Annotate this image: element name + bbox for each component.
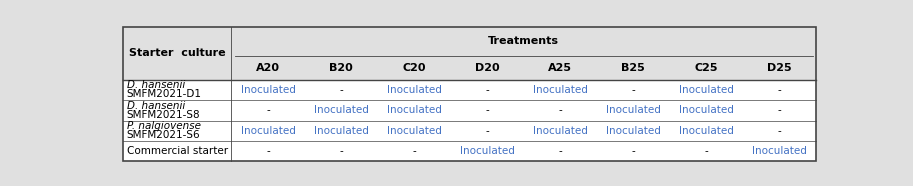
Text: Inoculated: Inoculated (314, 126, 369, 136)
Text: Inoculated: Inoculated (606, 105, 661, 115)
Text: -: - (413, 146, 416, 156)
Text: -: - (705, 146, 708, 156)
Text: D25: D25 (767, 63, 792, 73)
Text: D20: D20 (475, 63, 499, 73)
Text: Starter  culture: Starter culture (129, 48, 226, 58)
Text: A20: A20 (256, 63, 280, 73)
Text: Inoculated: Inoculated (679, 85, 734, 95)
Text: Inoculated: Inoculated (752, 146, 807, 156)
Text: Inoculated: Inoculated (460, 146, 515, 156)
Text: B25: B25 (622, 63, 645, 73)
Text: Inoculated: Inoculated (241, 85, 296, 95)
Text: -: - (340, 85, 343, 95)
Text: C20: C20 (403, 63, 425, 73)
Text: -: - (559, 146, 562, 156)
Text: Inoculated: Inoculated (679, 105, 734, 115)
Text: -: - (559, 105, 562, 115)
Text: -: - (632, 85, 635, 95)
Text: -: - (632, 146, 635, 156)
Text: -: - (486, 85, 489, 95)
Text: P. nalgiovense: P. nalgiovense (127, 121, 201, 131)
Text: C25: C25 (695, 63, 719, 73)
Text: Treatments: Treatments (488, 36, 560, 46)
Text: Inoculated: Inoculated (606, 126, 661, 136)
Text: -: - (778, 126, 782, 136)
Text: -: - (778, 105, 782, 115)
Text: -: - (267, 146, 270, 156)
Text: Inoculated: Inoculated (314, 105, 369, 115)
Text: SMFM2021-D1: SMFM2021-D1 (127, 89, 202, 100)
Text: A25: A25 (549, 63, 572, 73)
Text: Inoculated: Inoculated (533, 85, 588, 95)
Text: Inoculated: Inoculated (679, 126, 734, 136)
Bar (122, 27, 816, 80)
Text: D. hansenii: D. hansenii (127, 101, 185, 111)
Text: SMFM2021-S6: SMFM2021-S6 (127, 130, 201, 140)
Text: B20: B20 (330, 63, 353, 73)
Text: Inoculated: Inoculated (241, 126, 296, 136)
Text: Inoculated: Inoculated (387, 85, 442, 95)
Text: SMFM2021-S8: SMFM2021-S8 (127, 110, 201, 120)
Text: -: - (778, 85, 782, 95)
Text: -: - (340, 146, 343, 156)
Text: -: - (267, 105, 270, 115)
Text: D. hansenii: D. hansenii (127, 81, 185, 91)
Text: -: - (486, 126, 489, 136)
Text: Inoculated: Inoculated (533, 126, 588, 136)
Text: Inoculated: Inoculated (387, 105, 442, 115)
Text: Commercial starter: Commercial starter (127, 146, 228, 156)
Text: -: - (486, 105, 489, 115)
Text: Inoculated: Inoculated (387, 126, 442, 136)
